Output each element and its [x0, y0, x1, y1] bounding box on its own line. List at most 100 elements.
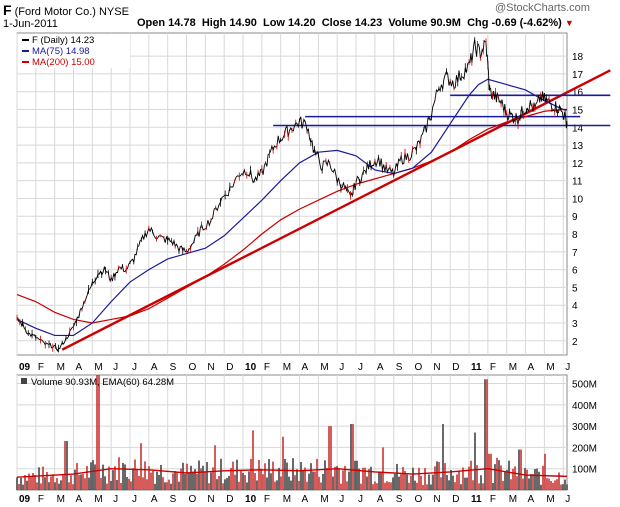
volume-bar — [518, 449, 520, 490]
volume-bar — [428, 474, 430, 490]
volume-bar — [216, 479, 218, 490]
volume-tick-label: 400M — [572, 401, 597, 412]
volume-bar — [118, 457, 120, 490]
volume-bar — [50, 476, 52, 490]
volume-bar — [150, 472, 152, 490]
volume-bar — [62, 475, 64, 490]
price-tick-label: 13 — [572, 141, 584, 152]
price-tick-label: 18 — [572, 52, 584, 63]
volume-date-tick-label: J — [358, 494, 363, 505]
volume-bar — [184, 473, 186, 490]
volume-bar — [378, 472, 380, 490]
volume-bar — [434, 466, 436, 490]
volume-bar — [356, 460, 358, 490]
volume-bar — [490, 453, 492, 490]
volume-bar — [260, 468, 262, 490]
volume-bar — [392, 477, 394, 490]
volume-bar — [180, 468, 182, 490]
date-tick-label: D — [226, 362, 233, 373]
volume-bar — [320, 482, 322, 490]
ma200-line — [16, 108, 567, 324]
price-panel-frame — [16, 32, 568, 356]
ohlc-stats: Open 14.78 High 14.90 Low 14.20 Close 14… — [137, 17, 574, 29]
volume-bar — [276, 480, 278, 490]
legend-entry: MA(75) 14.98 — [32, 46, 90, 57]
date-tick-label: J — [339, 362, 344, 373]
volume-bar — [124, 464, 126, 490]
date-tick-label: D — [452, 362, 459, 373]
volume-bar — [404, 470, 406, 490]
volume-bar — [372, 484, 374, 490]
date-tick-label: M — [320, 362, 328, 373]
volume-bar — [64, 441, 66, 490]
volume-date-tick-label: M — [57, 494, 65, 505]
price-tick-label: 12 — [572, 159, 584, 170]
volume-tick-label: 300M — [572, 422, 597, 433]
volume-bar — [342, 470, 344, 490]
volume-bar — [26, 480, 28, 490]
date-tick-label: J — [358, 362, 363, 373]
volume-bar — [418, 467, 420, 490]
volume-bar — [246, 482, 248, 490]
volume-bar — [370, 466, 372, 490]
volume-bar — [254, 473, 256, 490]
volume-bar — [202, 465, 204, 490]
volume-bar — [72, 484, 74, 490]
volume-bar — [368, 468, 370, 490]
volume-bar — [32, 473, 34, 490]
volume-bar — [412, 467, 414, 490]
volume-bar — [522, 478, 524, 490]
volume-bar — [382, 447, 384, 490]
volume-bar — [532, 474, 534, 490]
date-tick-label: 09 — [19, 362, 31, 373]
volume-date-tick-label: J — [339, 494, 344, 505]
volume-bar — [332, 476, 334, 490]
volume-bar — [492, 483, 494, 490]
volume-tick-label: 500M — [572, 380, 597, 391]
volume-bar — [182, 462, 184, 490]
volume-bar — [222, 483, 224, 490]
volume-bar — [230, 467, 232, 490]
volume-bar — [242, 473, 244, 490]
volume-bar — [114, 466, 116, 490]
volume-bar — [36, 482, 38, 490]
volume-bar — [294, 475, 296, 490]
volume-bar — [212, 467, 214, 490]
volume-bar — [20, 478, 22, 490]
price-tick-label: 16 — [572, 88, 584, 99]
volume-bar — [272, 461, 274, 490]
volume-date-tick-label: M — [94, 494, 102, 505]
stat-low: Low 14.20 — [262, 17, 316, 29]
volume-date-tick-label: M — [509, 494, 517, 505]
volume-bar — [510, 479, 512, 490]
watermark: @StockCharts.com — [495, 2, 590, 14]
volume-bar — [488, 453, 490, 490]
volume-bar — [384, 482, 386, 490]
volume-bar — [334, 466, 336, 490]
volume-bar — [306, 481, 308, 490]
volume-bar — [262, 474, 264, 490]
date-tick-label: O — [415, 362, 423, 373]
volume-date-tick-label: S — [170, 494, 177, 505]
volume-bar — [458, 470, 460, 490]
volume-bar — [386, 481, 388, 490]
volume-bar — [426, 484, 428, 490]
volume-bar — [192, 471, 194, 490]
chart-title: F (Ford Motor Co.) NYSE — [3, 2, 129, 18]
volume-bar — [186, 463, 188, 490]
volume-bar — [508, 460, 510, 490]
volume-bar — [132, 468, 134, 490]
volume-bar — [104, 476, 106, 490]
volume-bar — [548, 478, 550, 490]
volume-bar — [452, 475, 454, 490]
volume-date-tick-label: F — [38, 494, 44, 505]
volume-bar — [178, 481, 180, 490]
date-tick-label: F — [264, 362, 270, 373]
volume-date-tick-label: S — [396, 494, 403, 505]
price-tick-label: 6 — [572, 266, 578, 277]
volume-date-tick-label: 10 — [245, 494, 257, 505]
volume-bar — [206, 462, 208, 490]
volume-bar — [66, 441, 68, 490]
volume-bar — [366, 476, 368, 490]
volume-bar — [296, 469, 298, 490]
